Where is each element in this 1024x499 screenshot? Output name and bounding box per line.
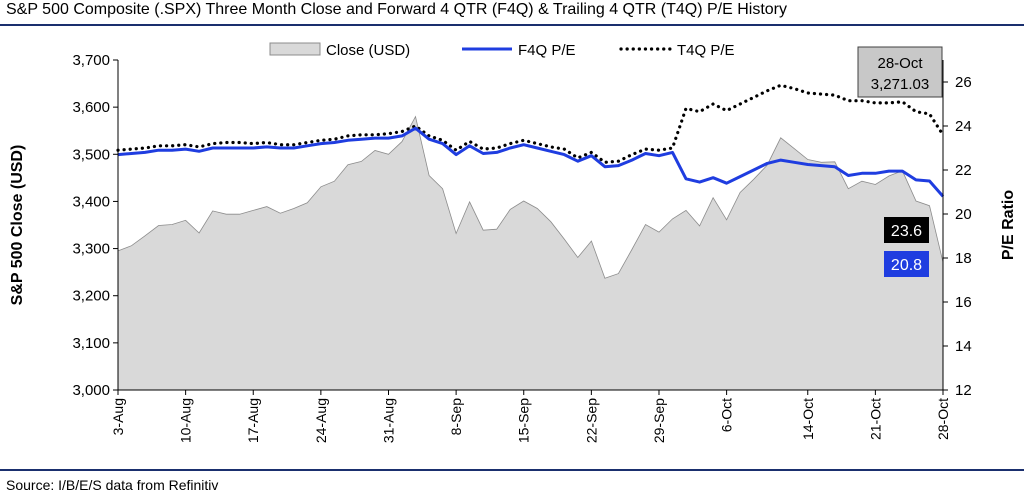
y2-axis-title: P/E Ratio: [1000, 190, 1017, 260]
x-tick-label: 24-Aug: [313, 398, 329, 443]
x-tick-label: 15-Sep: [516, 398, 532, 443]
left-tick-label: 3,700: [72, 52, 110, 69]
last-close-value: 3,271.03: [871, 76, 929, 93]
page-title: S&P 500 Composite (.SPX) Three Month Clo…: [6, 1, 787, 18]
x-tick-label: 6-Oct: [719, 398, 735, 432]
last-close-callout-box: [857, 46, 943, 98]
f4q-label-box: [884, 251, 929, 277]
left-tick-label: 3,300: [72, 241, 110, 258]
source-note: Source: I/B/E/S data from Refinitiv: [6, 477, 219, 493]
right-tick-label: 26: [955, 74, 972, 91]
y-axis-title: S&P 500 Close (USD): [9, 145, 26, 306]
axes: 3,000 3,100 3,200 3,300 3,400 3,500 3,600 3,700…: [9, 52, 1017, 443]
close-area-series: [117, 115, 944, 391]
right-tick-label: 22: [955, 162, 972, 179]
x-tick-label: 17-Aug: [245, 398, 261, 443]
x-tick-label: 10-Aug: [178, 398, 194, 443]
left-tick-label: 3,100: [72, 335, 110, 352]
right-tick-label: 12: [955, 382, 972, 399]
x-tick-label: 22-Sep: [583, 398, 599, 443]
legend-label-f4q: F4Q P/E: [518, 42, 576, 59]
right-tick-label: 20: [955, 206, 972, 223]
left-tick-label: 3,200: [72, 288, 110, 305]
x-tick-label: 14-Oct: [800, 398, 816, 440]
legend-item-t4q: T4Q P/E: [619, 42, 735, 59]
last-close-callout: 28-Oct 3,271.03: [857, 46, 943, 98]
t4q-pe-line: [116, 83, 945, 164]
left-tick-label: 3,400: [72, 193, 110, 210]
legend-item-f4q: F4Q P/E: [462, 42, 576, 59]
legend-label-close: Close (USD): [326, 42, 410, 59]
legend: Close (USD) F4Q P/E T4Q P/E: [269, 42, 735, 59]
f4q-last-value-label: 20.8: [884, 251, 929, 277]
legend-label-t4q: T4Q P/E: [677, 42, 735, 59]
pe-lines-layer: [116, 83, 945, 198]
x-tick-label: 31-Aug: [380, 398, 396, 443]
left-tick-label: 3,000: [72, 382, 110, 399]
top-rule: [0, 24, 1024, 26]
f4q-label-text: 20.8: [891, 257, 922, 274]
t4q-label-box: [884, 217, 929, 243]
right-tick-label: 18: [955, 250, 972, 267]
close-area-layer: [117, 115, 944, 391]
x-tick-label: 21-Oct: [867, 398, 883, 440]
legend-item-close: Close (USD): [269, 42, 410, 59]
t4q-label-text: 23.6: [891, 223, 922, 240]
f4q-pe-line: [117, 126, 945, 198]
bottom-rule: [0, 469, 1024, 471]
right-tick-label: 24: [955, 118, 972, 135]
left-tick-label: 3,600: [72, 99, 110, 116]
right-tick-label: 16: [955, 294, 972, 311]
x-tick-label: 29-Sep: [651, 398, 667, 443]
right-tick-label: 14: [955, 338, 972, 355]
last-close-date: 28-Oct: [877, 55, 923, 72]
left-tick-label: 3,500: [72, 146, 110, 163]
x-tick-label: 28-Oct: [935, 398, 951, 440]
legend-swatch-close: [269, 42, 321, 56]
annotations: 28-Oct 3,271.03 23.6 20.8: [857, 46, 943, 277]
t4q-last-value-label: 23.6: [884, 217, 929, 243]
x-tick-label: 3-Aug: [110, 398, 126, 435]
x-tick-label: 8-Sep: [448, 398, 464, 436]
